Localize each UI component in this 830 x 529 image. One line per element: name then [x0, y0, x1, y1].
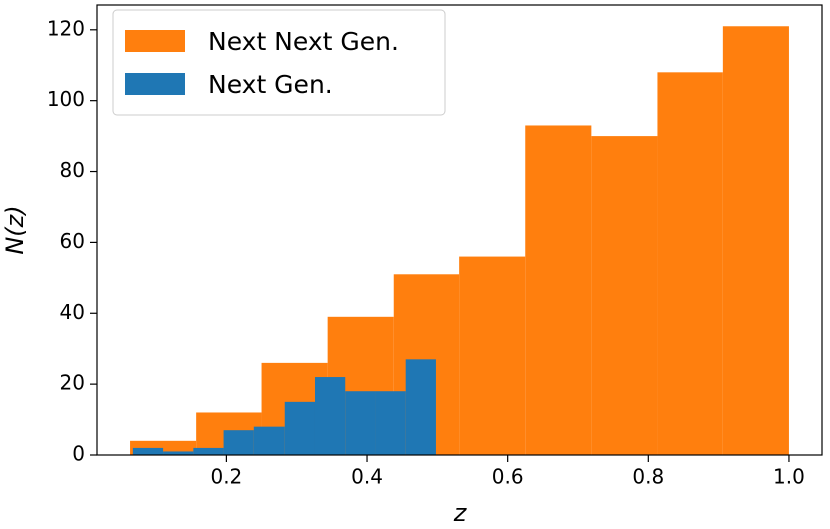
y-tick-label: 80 [60, 158, 85, 182]
bar [132, 447, 164, 455]
bar [405, 359, 436, 455]
x-tick-label: 0.6 [492, 465, 524, 489]
axes-frame [96, 4, 823, 456]
bar [525, 125, 592, 455]
x-tick-label: 0.2 [210, 465, 242, 489]
legend-label: Next Next Gen. [208, 27, 399, 56]
y-tick-label: 60 [60, 229, 85, 253]
y-tick-label: 40 [60, 300, 85, 324]
bar [657, 72, 723, 455]
x-tick-label: 0.4 [351, 465, 383, 489]
x-tick-label: 0.8 [632, 465, 664, 489]
bar [345, 391, 376, 455]
bar [591, 136, 658, 455]
y-tick-label: 20 [60, 371, 85, 395]
y-tick-label: 100 [47, 87, 85, 111]
bar [253, 426, 285, 455]
bar [193, 447, 224, 455]
bar [284, 401, 315, 455]
bar [314, 377, 346, 455]
y-axis-label: N(z) [1, 205, 29, 254]
y-tick-label: 120 [47, 16, 85, 40]
legend: Next Next Gen. Next Gen. [112, 9, 446, 116]
legend-swatch [125, 30, 185, 52]
x-tick-label: 1.0 [773, 465, 805, 489]
legend-frame [112, 9, 446, 116]
bar [459, 256, 526, 455]
bar [163, 451, 194, 455]
legend-label: Next Gen. [208, 70, 333, 99]
x-axis-label: z [453, 499, 468, 527]
y-tick-label: 0 [72, 442, 85, 466]
bar [722, 26, 789, 456]
legend-swatch [125, 73, 185, 95]
bar [223, 430, 254, 455]
bar [375, 391, 406, 455]
plot-area [130, 26, 789, 456]
